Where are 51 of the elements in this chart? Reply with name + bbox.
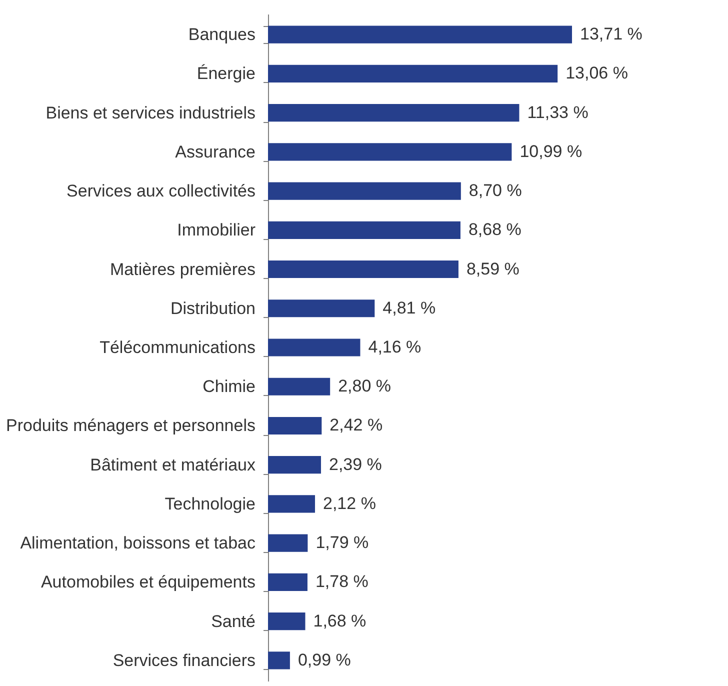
bar: [268, 456, 321, 474]
bar: [268, 64, 558, 82]
bar: [268, 260, 458, 278]
bar: [268, 104, 520, 122]
data-label: 1,79 %: [316, 533, 369, 552]
data-label: 2,80 %: [338, 376, 392, 396]
data-label: 4,81 %: [382, 298, 436, 318]
data-label: 1,78 %: [315, 572, 368, 592]
bar: [268, 221, 460, 239]
bar: [268, 495, 316, 513]
bar: [268, 652, 290, 670]
data-label: 2,12 %: [323, 494, 376, 513]
bar: [268, 300, 375, 318]
y-tick-label: Produits ménagers et personnels: [6, 416, 256, 436]
y-tick-label: Énergie: [196, 64, 256, 84]
y-tick-label: Santé: [211, 612, 256, 631]
bar: [268, 143, 512, 161]
y-tick-label: Distribution: [170, 298, 256, 318]
bar: [268, 534, 308, 552]
data-label: 13,71 %: [580, 24, 642, 44]
y-tick-label: Alimentation, boissons et tabac: [20, 534, 256, 553]
y-tick-label: Automobiles et équipements: [40, 572, 256, 592]
y-tick-label: Services aux collectivités: [66, 182, 256, 201]
bar: [268, 338, 360, 356]
data-label: 10,99 %: [520, 142, 582, 161]
y-tick-label: Services financiers: [112, 650, 256, 670]
y-tick-label: Télécommunications: [100, 338, 256, 357]
bar: [268, 26, 572, 44]
data-label: 1,68 %: [313, 611, 366, 630]
data-label: 4,16 %: [368, 338, 422, 356]
data-label: 8,68 %: [468, 220, 522, 240]
y-tick-label: Chimie: [202, 377, 256, 396]
y-tick-label: Biens et services industriels: [46, 103, 256, 122]
data-label: 2,39 %: [328, 454, 382, 474]
y-tick-label: Banques: [188, 25, 256, 44]
data-label: 11,33 %: [527, 102, 588, 122]
data-label: 2,42 %: [330, 416, 383, 435]
bar: [268, 182, 461, 200]
y-tick-label: Technologie: [164, 494, 256, 514]
bar: [268, 612, 306, 630]
data-label: 13,06 %: [566, 64, 628, 83]
bar: [268, 416, 322, 435]
y-tick-label: Bâtiment et matériaux: [90, 455, 256, 474]
y-tick-label: Immobilier: [177, 220, 256, 240]
y-tick-label: Matières premières: [110, 260, 256, 279]
data-label: 8,70 %: [468, 181, 522, 200]
y-tick-label: Assurance: [175, 142, 256, 162]
data-label: 0,99 %: [298, 650, 351, 670]
bar: [268, 378, 330, 396]
bar: [268, 573, 308, 592]
data-label: 8,59 %: [466, 259, 520, 278]
